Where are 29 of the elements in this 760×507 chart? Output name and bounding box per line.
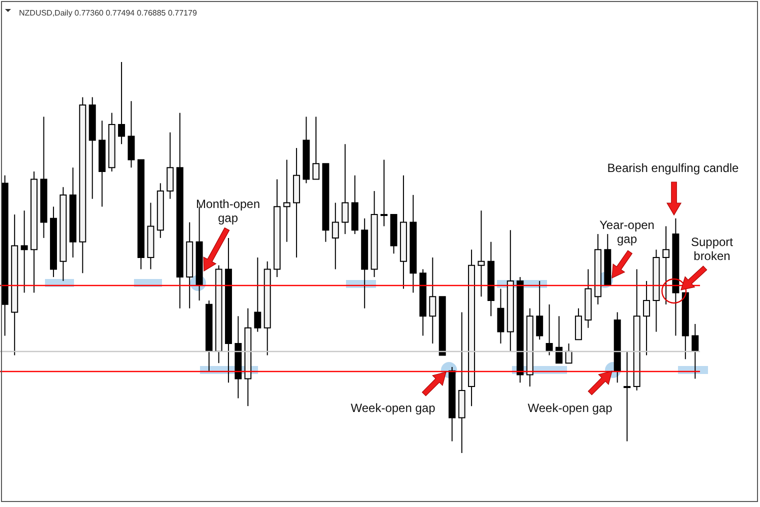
candlestick (429, 257, 436, 344)
chart-title: NZDUSD,Daily 0.77360 0.77494 0.76885 0.77179 (19, 8, 198, 18)
candlestick (342, 144, 349, 235)
candlestick (254, 257, 262, 332)
candlestick (574, 308, 582, 340)
annotation: Week-open gap (350, 401, 436, 415)
candlestick (565, 343, 572, 364)
candlestick (536, 280, 544, 340)
candlestick (332, 202, 339, 270)
annotation: Support broken (690, 235, 734, 263)
annotation: Year-open gap (600, 218, 654, 246)
candlestick (692, 323, 699, 380)
candlestick (20, 210, 28, 294)
candlestick (312, 116, 320, 180)
candlestick (643, 280, 650, 356)
candlestick (283, 159, 290, 242)
annotation: Week-open gap (528, 401, 613, 415)
candlestick (478, 210, 485, 298)
annotation: Bearish engulfing candle (607, 161, 740, 175)
candlestick (624, 350, 631, 442)
candlestick (662, 226, 670, 305)
candlestick (128, 100, 135, 168)
candlestick (118, 62, 126, 145)
candlestick (497, 288, 504, 344)
candlestick (166, 132, 174, 200)
annotation: Month-open gap (196, 197, 260, 225)
candlestick (556, 316, 563, 364)
candlestick (380, 159, 388, 227)
candlestick (546, 304, 553, 356)
